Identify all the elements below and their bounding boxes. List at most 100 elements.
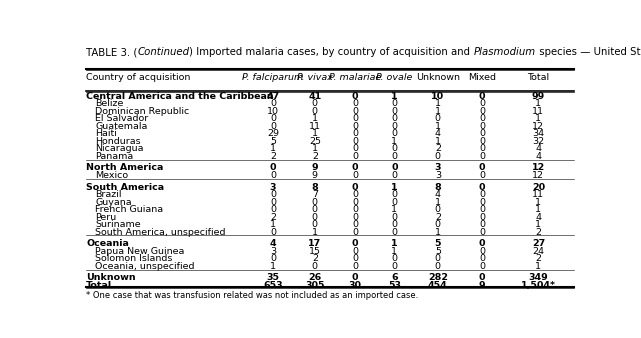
Text: 0: 0 (270, 198, 276, 207)
Text: Country of acquisition: Country of acquisition (86, 73, 190, 82)
Text: 0: 0 (312, 262, 318, 271)
Text: 2: 2 (535, 254, 542, 263)
Text: 11: 11 (533, 107, 544, 116)
Text: 0: 0 (352, 114, 358, 123)
Text: 0: 0 (352, 92, 358, 101)
Text: 1: 1 (270, 144, 276, 153)
Text: 0: 0 (479, 190, 485, 199)
Text: Mexico: Mexico (95, 171, 128, 180)
Text: 0: 0 (392, 198, 397, 207)
Text: 1: 1 (391, 239, 397, 248)
Text: 27: 27 (532, 239, 545, 248)
Text: 1: 1 (435, 122, 441, 131)
Text: 2: 2 (312, 254, 318, 263)
Text: 0: 0 (392, 227, 397, 237)
Text: 0: 0 (479, 220, 485, 229)
Text: 2: 2 (270, 152, 276, 161)
Text: 20: 20 (532, 183, 545, 192)
Text: 3: 3 (270, 247, 276, 256)
Text: 7: 7 (312, 190, 318, 199)
Text: 0: 0 (479, 273, 485, 282)
Text: 0: 0 (352, 99, 358, 108)
Text: 0: 0 (352, 239, 358, 248)
Text: 0: 0 (392, 152, 397, 161)
Text: Papua New Guinea: Papua New Guinea (95, 247, 185, 256)
Text: Brazil: Brazil (95, 190, 122, 199)
Text: 0: 0 (352, 129, 358, 138)
Text: 0: 0 (352, 152, 358, 161)
Text: Honduras: Honduras (95, 137, 140, 146)
Text: 0: 0 (270, 164, 276, 172)
Text: 4: 4 (435, 190, 441, 199)
Text: 0: 0 (352, 220, 358, 229)
Text: Solomon Islands: Solomon Islands (95, 254, 172, 263)
Text: Guyana: Guyana (95, 198, 131, 207)
Text: 0: 0 (270, 99, 276, 108)
Text: 34: 34 (532, 129, 544, 138)
Text: Mixed: Mixed (468, 73, 496, 82)
Text: Continued: Continued (137, 47, 190, 57)
Text: 1: 1 (535, 99, 542, 108)
Text: Panama: Panama (95, 152, 133, 161)
Text: Unknown: Unknown (416, 73, 460, 82)
Text: 8: 8 (435, 183, 441, 192)
Text: 1: 1 (535, 198, 542, 207)
Text: 11: 11 (533, 190, 544, 199)
Text: 0: 0 (435, 262, 441, 271)
Text: 5: 5 (435, 247, 441, 256)
Text: 0: 0 (352, 198, 358, 207)
Text: P. malariae: P. malariae (329, 73, 381, 82)
Text: Peru: Peru (95, 213, 116, 222)
Text: 0: 0 (479, 144, 485, 153)
Text: 30: 30 (349, 281, 362, 290)
Text: 0: 0 (391, 164, 397, 172)
Text: 10: 10 (431, 92, 444, 101)
Text: 0: 0 (479, 122, 485, 131)
Text: 1: 1 (392, 137, 397, 146)
Text: 32: 32 (532, 137, 544, 146)
Text: 0: 0 (435, 152, 441, 161)
Text: 0: 0 (312, 99, 318, 108)
Text: 2: 2 (435, 144, 441, 153)
Text: 1: 1 (535, 262, 542, 271)
Text: 4: 4 (535, 144, 542, 153)
Text: Nicaragua: Nicaragua (95, 144, 144, 153)
Text: 0: 0 (270, 122, 276, 131)
Text: 1: 1 (391, 183, 397, 192)
Text: P. falciparum: P. falciparum (242, 73, 304, 82)
Text: 0: 0 (352, 254, 358, 263)
Text: ) Imported malaria cases, by country of acquisition and: ) Imported malaria cases, by country of … (190, 47, 474, 57)
Text: 0: 0 (479, 239, 485, 248)
Text: 1: 1 (312, 129, 318, 138)
Text: 1: 1 (435, 198, 441, 207)
Text: 12: 12 (532, 164, 545, 172)
Text: 2: 2 (435, 213, 441, 222)
Text: 12: 12 (533, 171, 544, 180)
Text: 1: 1 (535, 220, 542, 229)
Text: 0: 0 (270, 254, 276, 263)
Text: 3: 3 (270, 183, 276, 192)
Text: 0: 0 (270, 227, 276, 237)
Text: 305: 305 (305, 281, 324, 290)
Text: 0: 0 (352, 273, 358, 282)
Text: 4: 4 (535, 152, 542, 161)
Text: 0: 0 (312, 198, 318, 207)
Text: 0: 0 (312, 220, 318, 229)
Text: Oceania: Oceania (86, 239, 129, 248)
Text: Dominican Republic: Dominican Republic (95, 107, 189, 116)
Text: * One case that was transfusion related was not included as an imported case.: * One case that was transfusion related … (86, 291, 419, 300)
Text: 99: 99 (532, 92, 545, 101)
Text: 25: 25 (309, 137, 321, 146)
Text: 0: 0 (392, 213, 397, 222)
Text: 3: 3 (435, 171, 441, 180)
Text: 35: 35 (267, 273, 279, 282)
Text: 0: 0 (435, 114, 441, 123)
Text: 1: 1 (535, 205, 542, 214)
Text: South America, unspecified: South America, unspecified (95, 227, 226, 237)
Text: 10: 10 (267, 107, 279, 116)
Text: 0: 0 (392, 99, 397, 108)
Text: 11: 11 (309, 122, 321, 131)
Text: 0: 0 (435, 220, 441, 229)
Text: 0: 0 (312, 213, 318, 222)
Text: 15: 15 (309, 247, 321, 256)
